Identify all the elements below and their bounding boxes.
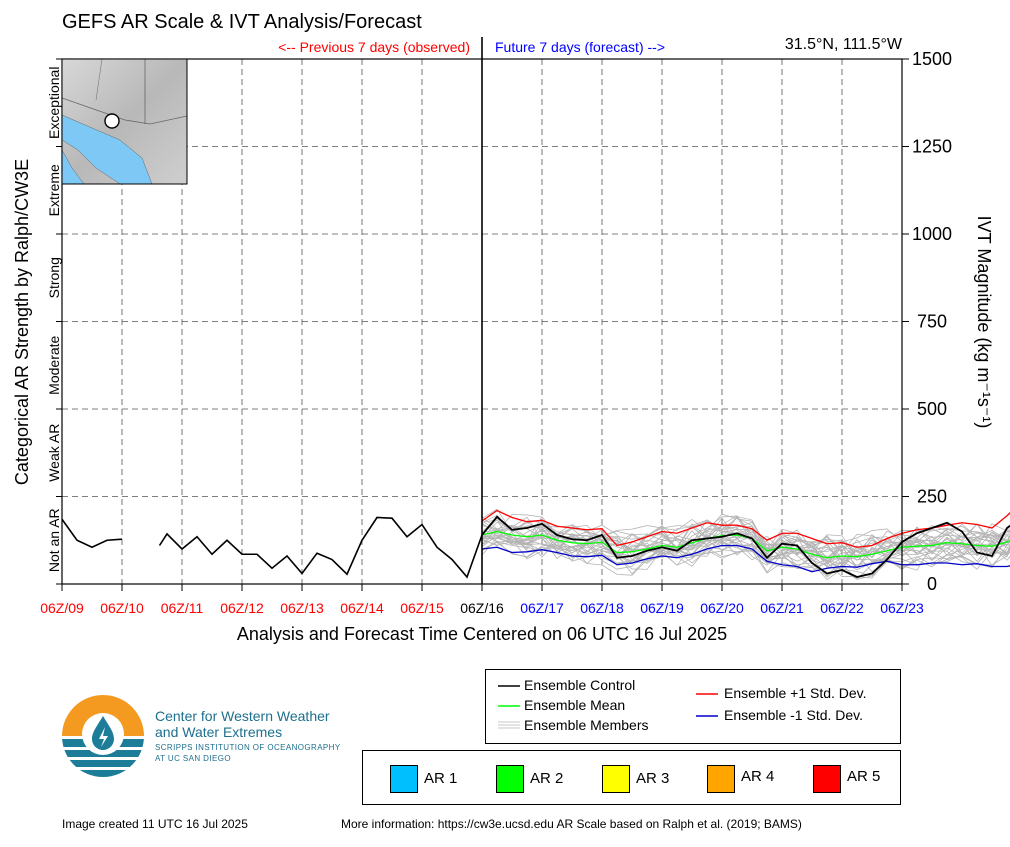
more-info-label: More information: https://cw3e.ucsd.edu …	[341, 817, 802, 831]
ensemble-member-line	[481, 508, 1010, 554]
legend-control-label: Ensemble Control	[524, 677, 636, 693]
x-tick-label: 06Z/12	[220, 600, 264, 616]
y-tick-label: 0	[927, 574, 937, 594]
y-tick-label: 1250	[912, 137, 952, 157]
ensemble-member-line	[481, 519, 1010, 564]
state-border	[95, 58, 103, 101]
members-swatch	[498, 721, 520, 729]
legend-members-label: Ensemble Members	[524, 717, 649, 733]
previous-days-label: <-- Previous 7 days (observed)	[278, 39, 470, 55]
x-tick-label: 06Z/18	[580, 600, 624, 616]
page-title: GEFS AR Scale & IVT Analysis/Forecast	[62, 11, 422, 33]
location-map	[61, 58, 188, 185]
category-label: Weak AR	[46, 424, 62, 482]
x-tick-label: 06Z/22	[820, 600, 864, 616]
x-tick-label: 06Z/11	[161, 600, 204, 616]
ar1-swatch	[390, 765, 418, 793]
left-axis-title: Categorical AR Strength by Ralph/CW3E	[12, 159, 32, 485]
ar2-swatch	[496, 765, 524, 793]
ensemble-member-line	[481, 522, 1010, 566]
y-tick-label: 1000	[912, 224, 952, 244]
ensemble-member-line	[481, 542, 1010, 580]
legend-minus-sd-label: Ensemble -1 Std. Dev.	[724, 707, 864, 723]
x-tick-label: 06Z/23	[880, 600, 924, 616]
ar4-swatch	[707, 765, 735, 793]
ensemble-member-line	[481, 539, 1010, 581]
ar3-swatch	[602, 765, 630, 793]
category-label: Exceptional	[46, 67, 62, 139]
x-tick-label: 06Z/13	[280, 600, 324, 616]
ensemble-member-line	[481, 516, 1010, 561]
x-tick-label: 06Z/19	[640, 600, 684, 616]
y-tick-label: 250	[917, 487, 947, 507]
x-tick-label: 06Z/15	[400, 600, 444, 616]
category-label: Strong	[46, 257, 62, 298]
y-tick-label: 750	[917, 312, 947, 332]
ensemble-control-line	[481, 515, 1010, 578]
ar1-label: AR 1	[424, 770, 458, 787]
category-label: Not an AR	[46, 508, 62, 572]
ar5-swatch	[813, 765, 841, 793]
location-label: 31.5°N, 111.5°W	[784, 36, 902, 53]
location-marker	[104, 113, 120, 129]
ivt-chart: 0 250 500 750 1000 1250 1500 06Z/09 06Z/10 06Z/11…	[12, 37, 1010, 644]
logo-line1: Center for Western Weather	[155, 708, 330, 724]
cw3e-drop-logo-icon	[62, 695, 144, 777]
ensemble-mean-line	[481, 530, 1010, 559]
plus-sd-line	[481, 509, 1010, 548]
legend-mean-label: Ensemble Mean	[524, 697, 626, 713]
x-tick-label: 06Z/20	[700, 600, 744, 616]
category-label: Extreme	[46, 164, 62, 216]
state-border	[61, 97, 188, 125]
logo-line2: and Water Extremes	[155, 724, 283, 740]
ensemble-member-line	[481, 534, 1010, 580]
future-days-label: Future 7 days (forecast) -->	[495, 39, 666, 55]
y-tick-label: 500	[917, 399, 947, 419]
image-created-label: Image created 11 UTC 16 Jul 2025	[62, 817, 248, 831]
x-axis-title: Analysis and Forecast Time Centered on 0…	[237, 624, 727, 644]
x-tick-label: 06Z/14	[340, 600, 384, 616]
ar-legend: AR 1 AR 2 AR 3 AR 4 AR 5	[362, 750, 901, 805]
ensemble-member-line	[481, 532, 1010, 577]
x-tick-label: 06Z/17	[520, 600, 564, 616]
x-tick-label: 06Z/16	[460, 600, 504, 616]
ar3-label: AR 3	[636, 770, 670, 787]
logo-line4: AT UC SAN DIEGO	[155, 754, 231, 763]
ar2-label: AR 2	[530, 770, 564, 787]
x-tick-label: 06Z/09	[40, 600, 84, 616]
legend-plus-sd-label: Ensemble +1 Std. Dev.	[724, 685, 867, 701]
analysis-line	[61, 518, 123, 549]
ar5-label: AR 5	[847, 768, 881, 785]
logo-line3: SCRIPPS INSTITUTION OF OCEANOGRAPHY	[155, 743, 341, 752]
analysis-line	[158, 516, 483, 579]
x-tick-label: 06Z/10	[100, 600, 144, 616]
minus-sd-line	[481, 544, 1010, 573]
right-axis-title: IVT Magnitude (kg m⁻¹s⁻¹)	[974, 216, 994, 429]
category-label: Moderate	[46, 335, 62, 394]
ensemble-member-line	[481, 516, 1010, 558]
series-legend: Ensemble Control Ensemble Mean Ensemble …	[485, 669, 901, 744]
y-tick-label: 1500	[912, 49, 952, 69]
x-tick-label: 06Z/21	[760, 600, 804, 616]
ensemble-member-line	[481, 537, 1010, 579]
ar4-label: AR 4	[741, 768, 775, 785]
ensemble-member-line	[481, 532, 1010, 570]
